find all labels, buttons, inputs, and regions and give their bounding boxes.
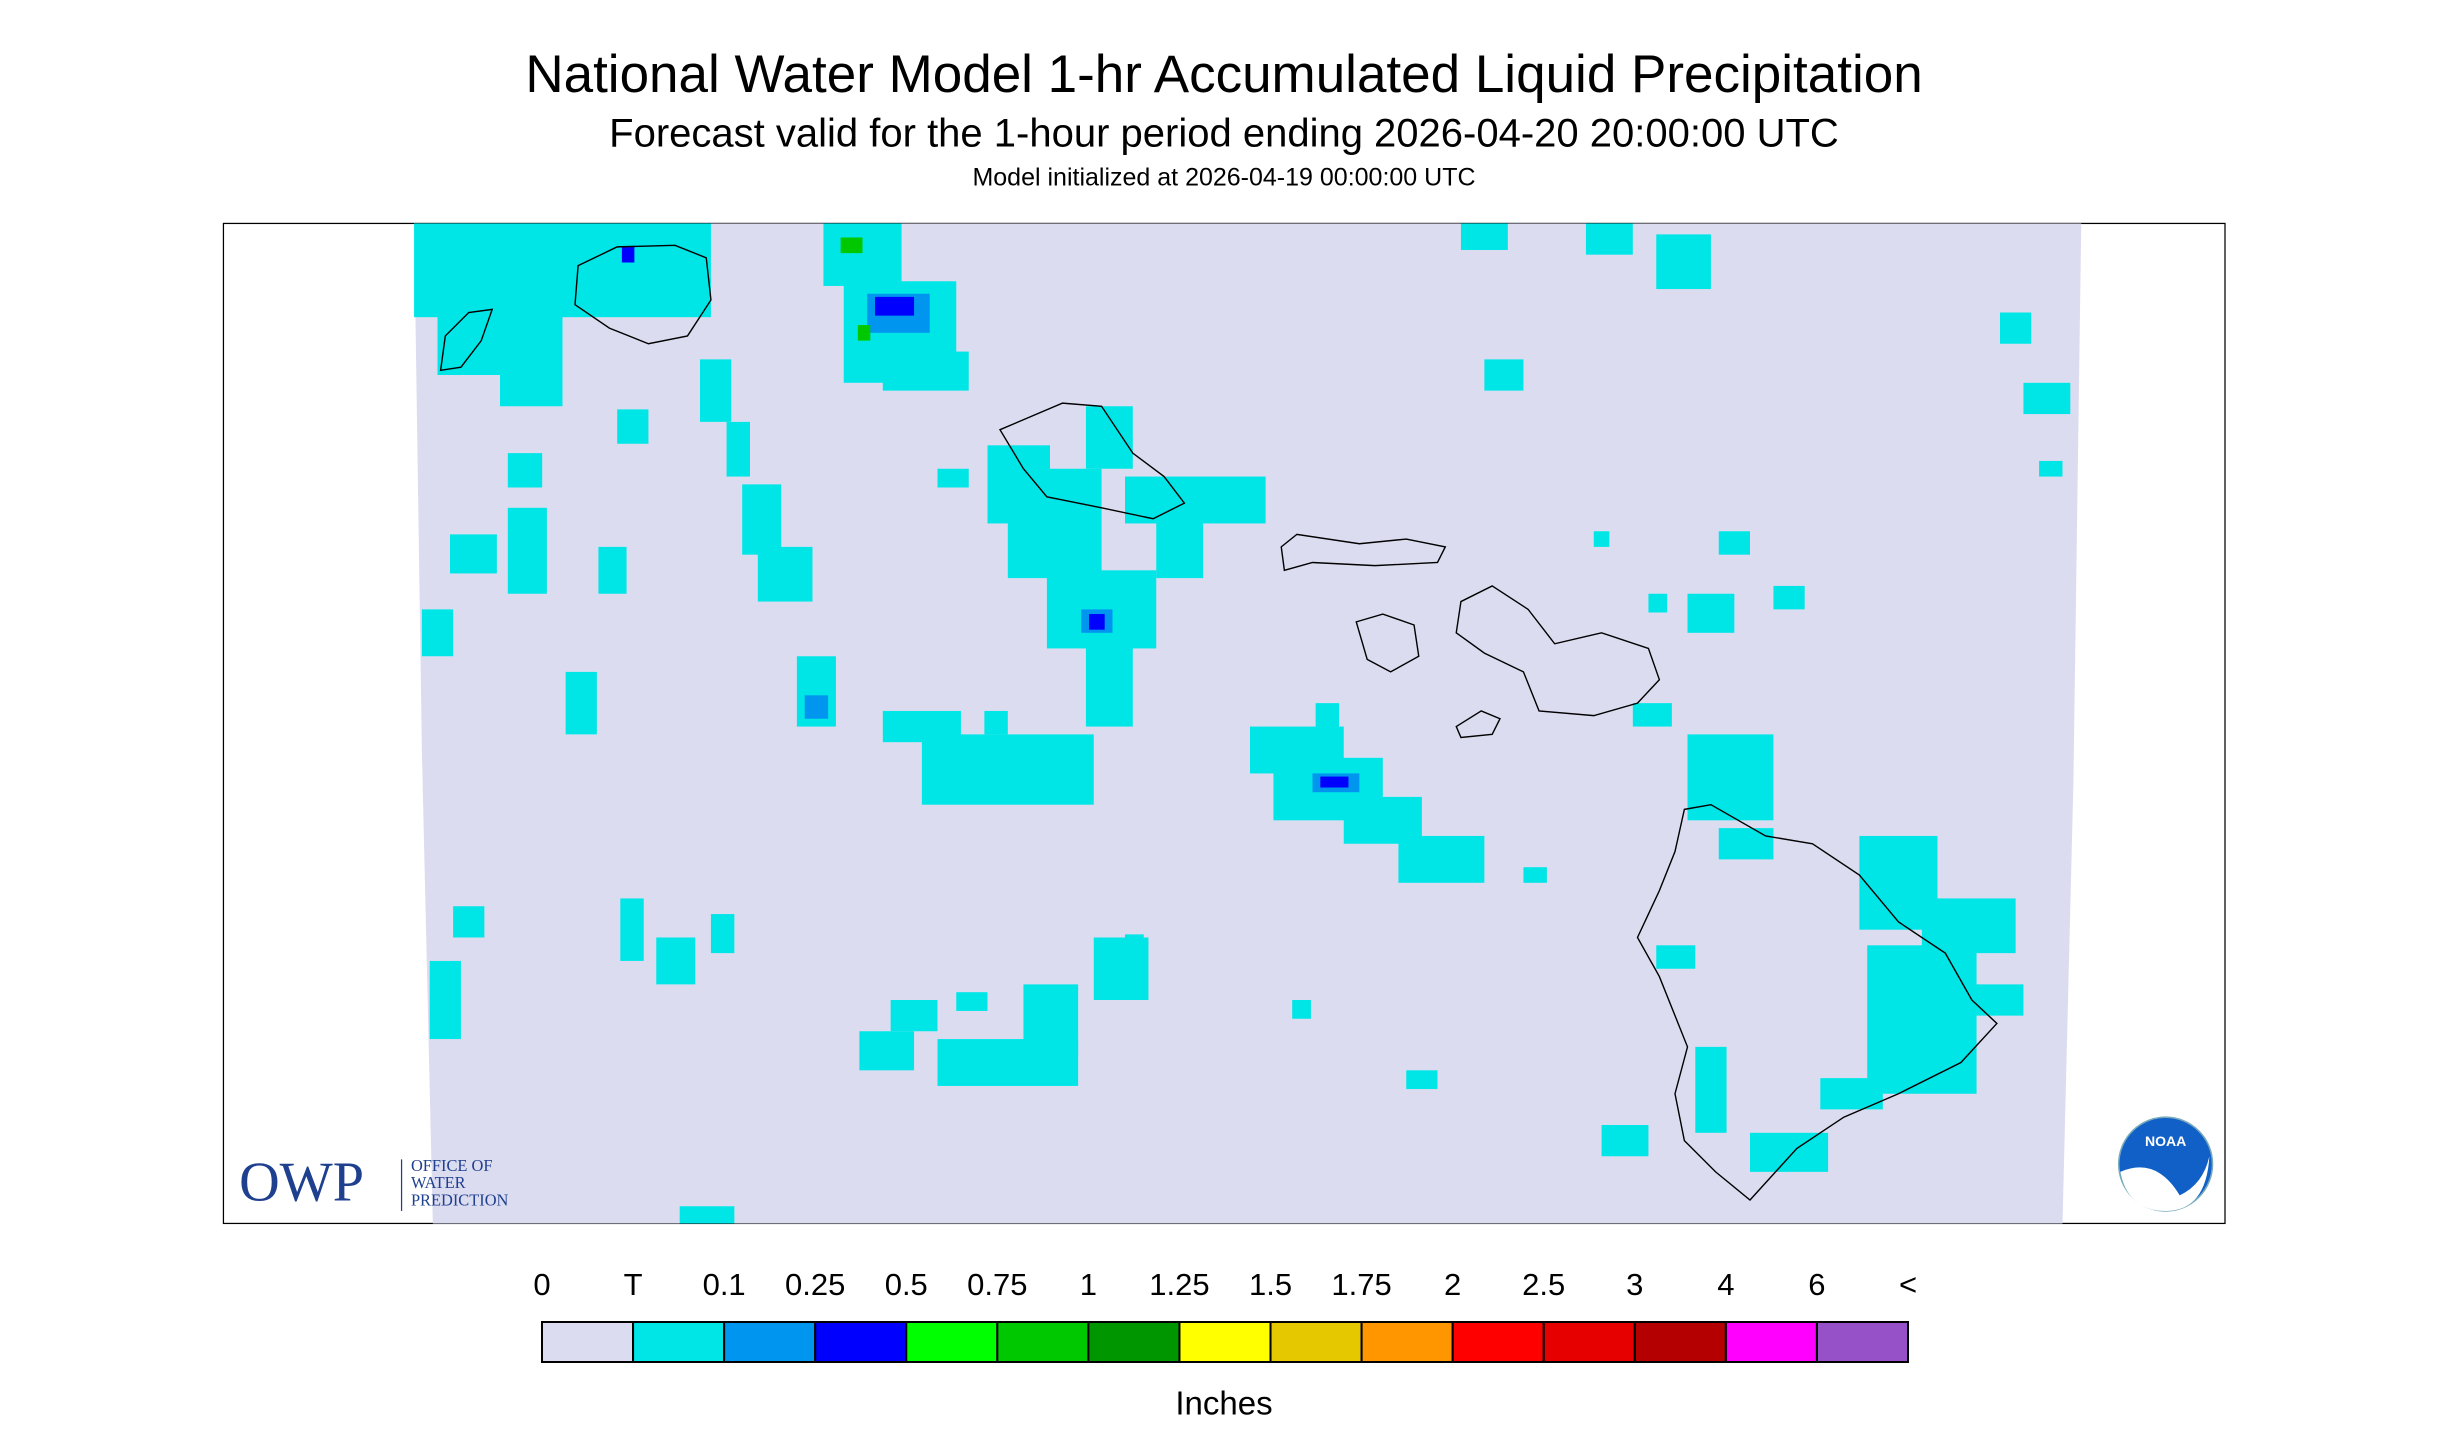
subtitle: Forecast valid for the 1-hour period end…	[609, 112, 1839, 156]
legend-swatch	[632, 1321, 726, 1363]
legend-swatch	[1724, 1321, 1818, 1363]
legend-label: 0.25	[785, 1267, 845, 1302]
owp-logo: OWP OFFICE OF WATER PREDICTION	[239, 1151, 508, 1213]
init-time: Model initialized at 2026-04-19 00:00:00…	[972, 164, 1475, 192]
legend: 0 T 0.1 0.25 0.5 0.75 1 1.25 1.5 1.75 2 2.5 3 4 6 <	[533, 1267, 1917, 1363]
legend-label: 0	[533, 1267, 550, 1302]
noaa-logo-text: NOAA	[2145, 1133, 2186, 1149]
legend-swatch	[1633, 1321, 1727, 1363]
legend-label: 4	[1717, 1267, 1734, 1302]
legend-swatch	[1815, 1321, 1910, 1363]
legend-swatch	[905, 1321, 999, 1363]
legend-label: 2	[1444, 1267, 1461, 1302]
legend-label: T	[624, 1267, 643, 1302]
legend-label: 2.5	[1522, 1267, 1565, 1302]
owp-logo-line: OFFICE OF	[411, 1156, 493, 1175]
legend-label: 0.5	[885, 1267, 928, 1302]
legend-label: 1.75	[1331, 1267, 1391, 1302]
legend-swatch	[1269, 1321, 1363, 1363]
owp-logo-text: OWP	[239, 1151, 364, 1213]
title: National Water Model 1-hr Accumulated Li…	[525, 45, 1922, 104]
owp-logo-line: WATER	[411, 1173, 466, 1192]
noaa-logo: NOAA	[2117, 1116, 2214, 1212]
owp-logo-line: PREDICTION	[411, 1190, 509, 1209]
legend-unit: Inches	[1175, 1385, 1272, 1422]
legend-label: 0.75	[967, 1267, 1027, 1302]
legend-swatch	[1451, 1321, 1545, 1363]
legend-swatch	[1087, 1321, 1181, 1363]
legend-swatch	[723, 1321, 817, 1363]
legend-swatch	[814, 1321, 908, 1363]
legend-swatch	[1542, 1321, 1636, 1363]
legend-swatch	[1360, 1321, 1454, 1363]
legend-label: <	[1899, 1267, 1917, 1302]
legend-swatch	[996, 1321, 1090, 1363]
legend-label: 1.25	[1149, 1267, 1209, 1302]
legend-label: 6	[1808, 1267, 1825, 1302]
map: OWP OFFICE OF WATER PREDICTION NOAA	[222, 222, 2226, 1225]
legend-label: 1.5	[1249, 1267, 1292, 1302]
coastlines	[439, 244, 1998, 1201]
precip-areas	[414, 223, 2071, 1224]
legend-label: 3	[1626, 1267, 1643, 1302]
legend-label: 1	[1080, 1267, 1097, 1302]
legend-swatch	[1178, 1321, 1272, 1363]
legend-swatch	[541, 1321, 635, 1363]
model-domain	[414, 223, 2082, 1224]
legend-label: 0.1	[703, 1267, 746, 1302]
